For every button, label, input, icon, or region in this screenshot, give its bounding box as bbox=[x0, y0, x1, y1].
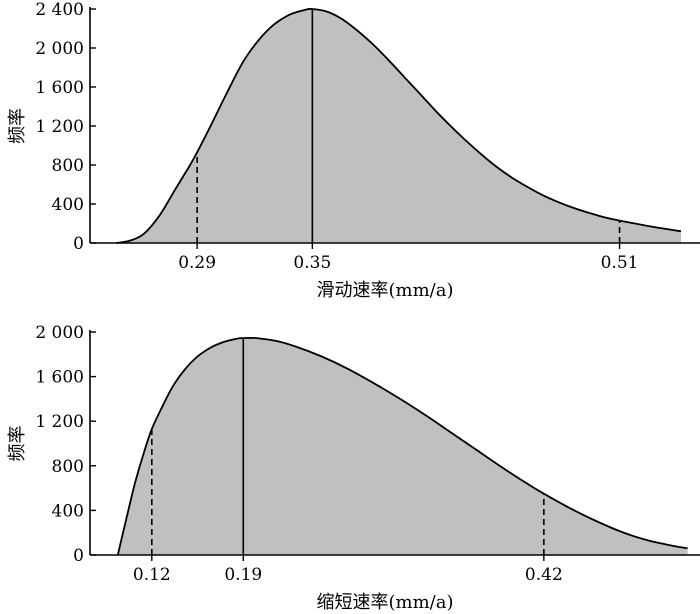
x-axis-label: 缩短速率(mm/a) bbox=[317, 592, 454, 613]
distribution-curve bbox=[116, 336, 688, 556]
chart-panel-1: 0 400 800 1 200 1 600 2 000 2 400 0.29 0.35 0.51 滑… bbox=[7, 0, 700, 301]
y-tick-label: 0 bbox=[73, 234, 84, 254]
y-tick-label: 1 200 bbox=[35, 412, 84, 432]
y-tick-label: 800 bbox=[52, 457, 84, 477]
y-tick-label: 2 400 bbox=[35, 0, 84, 20]
y-tick-label: 2 000 bbox=[35, 39, 84, 59]
distribution-curve bbox=[116, 7, 682, 244]
y-tick-label: 0 bbox=[73, 546, 84, 566]
y-tick-label: 800 bbox=[52, 156, 84, 176]
x-tick-label: 0.12 bbox=[133, 565, 171, 585]
y-tick-label: 1 600 bbox=[35, 78, 84, 98]
x-tick-label: 0.35 bbox=[293, 253, 331, 273]
y-tick-label: 2 000 bbox=[35, 323, 84, 343]
x-axis-label: 滑动速率(mm/a) bbox=[317, 280, 454, 301]
y-tick-label: 1 200 bbox=[35, 117, 84, 137]
x-tick-label: 0.19 bbox=[224, 565, 262, 585]
y-axis-label: 频率 bbox=[7, 426, 28, 462]
x-tick-label: 0.29 bbox=[178, 253, 216, 273]
y-tick-label: 1 600 bbox=[35, 368, 84, 388]
y-axis-label: 频率 bbox=[7, 108, 28, 144]
y-tick-label: 400 bbox=[52, 501, 84, 521]
distribution-area bbox=[117, 337, 688, 555]
distribution-area bbox=[116, 8, 681, 244]
y-tick-label: 400 bbox=[52, 195, 84, 215]
x-tick-label: 0.51 bbox=[601, 253, 639, 273]
chart-panel-2: 0 400 800 1 200 1 600 2 000 0.12 0.19 0.42 缩短速率(m… bbox=[7, 323, 700, 613]
x-tick-label: 0.42 bbox=[525, 565, 563, 585]
